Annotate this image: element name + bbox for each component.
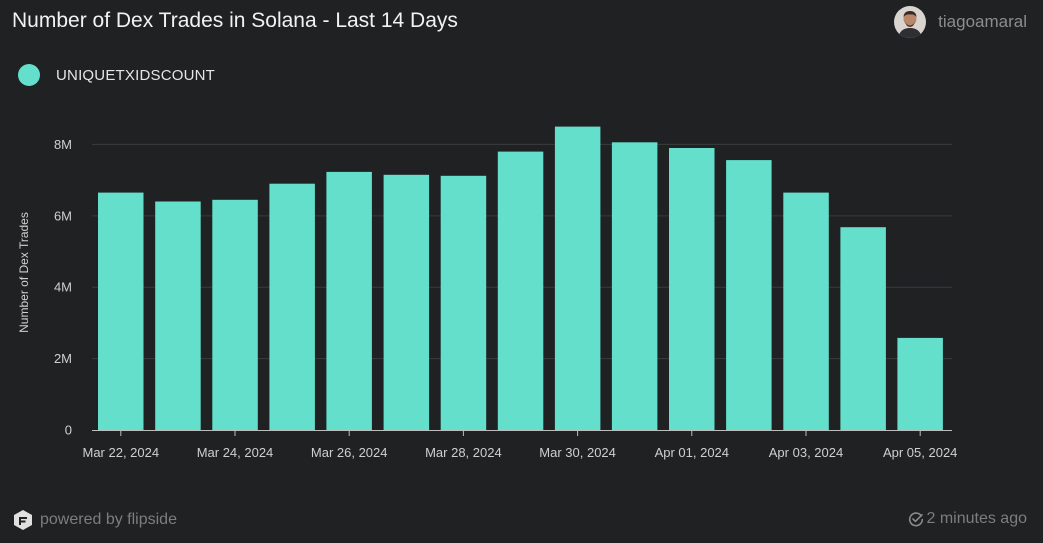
bar-3[interactable] bbox=[212, 199, 258, 431]
bar-chart: 0 2M 4M 6M 8M Mar 22, 2024 Mar 24, 2024 Mar 26… bbox=[17, 126, 957, 460]
x-tick-label: Apr 01, 2024 bbox=[655, 445, 729, 460]
bar-4[interactable] bbox=[269, 183, 315, 430]
y-tick-label: 6M bbox=[54, 208, 72, 223]
bar-12[interactable] bbox=[726, 160, 772, 430]
y-tick-label: 2M bbox=[54, 351, 72, 366]
y-axis-label: Number of Dex Trades bbox=[17, 212, 31, 333]
x-axis-ticks: Mar 22, 2024 Mar 24, 2024 Mar 26, 2024 Mar … bbox=[82, 430, 957, 460]
bar-7[interactable] bbox=[440, 175, 487, 430]
legend-swatch bbox=[18, 64, 40, 86]
author-name[interactable]: tiagoamaral bbox=[938, 12, 1027, 31]
bar-13[interactable] bbox=[783, 192, 829, 430]
bar-8[interactable] bbox=[497, 151, 544, 430]
x-tick-label: Mar 30, 2024 bbox=[539, 445, 616, 460]
y-tick-label: 4M bbox=[54, 280, 72, 295]
check-circle-icon bbox=[909, 512, 924, 527]
y-tick-label: 0 bbox=[65, 423, 72, 438]
bars bbox=[98, 126, 943, 431]
last-updated: 2 minutes ago bbox=[908, 510, 1027, 528]
x-tick-label: Apr 03, 2024 bbox=[769, 445, 843, 460]
x-tick-label: Mar 22, 2024 bbox=[82, 445, 159, 460]
bar-14[interactable] bbox=[840, 227, 886, 430]
bar-9[interactable] bbox=[554, 126, 601, 430]
x-tick-label: Mar 24, 2024 bbox=[197, 445, 274, 460]
updated-text: 2 minutes ago bbox=[926, 510, 1027, 527]
brand-text[interactable]: powered by flipside bbox=[40, 511, 177, 528]
flipside-logo-icon bbox=[14, 510, 32, 530]
x-tick-label: Mar 26, 2024 bbox=[311, 445, 388, 460]
legend-label: UNIQUETXIDSCOUNT bbox=[56, 66, 216, 84]
footer-brand[interactable]: powered by flipside bbox=[12, 509, 177, 531]
y-tick-label: 8M bbox=[54, 137, 72, 152]
y-axis-ticks: 0 2M 4M 6M 8M bbox=[54, 137, 72, 438]
bar-15[interactable] bbox=[897, 337, 943, 430]
chart-legend[interactable]: UNIQUETXIDSCOUNT bbox=[18, 64, 215, 86]
bar-6[interactable] bbox=[383, 174, 430, 430]
bar-10[interactable] bbox=[611, 142, 658, 431]
bar-1[interactable] bbox=[98, 192, 144, 430]
bar-11[interactable] bbox=[669, 148, 715, 430]
x-tick-label: Mar 28, 2024 bbox=[425, 445, 502, 460]
chart-title: Number of Dex Trades in Solana - Last 14… bbox=[12, 9, 458, 32]
x-tick-label: Apr 05, 2024 bbox=[883, 445, 957, 460]
bar-2[interactable] bbox=[155, 201, 201, 431]
bar-5[interactable] bbox=[326, 171, 372, 430]
user-avatar-icon[interactable] bbox=[894, 6, 927, 38]
author-info[interactable]: tiagoamaral bbox=[894, 6, 1027, 38]
